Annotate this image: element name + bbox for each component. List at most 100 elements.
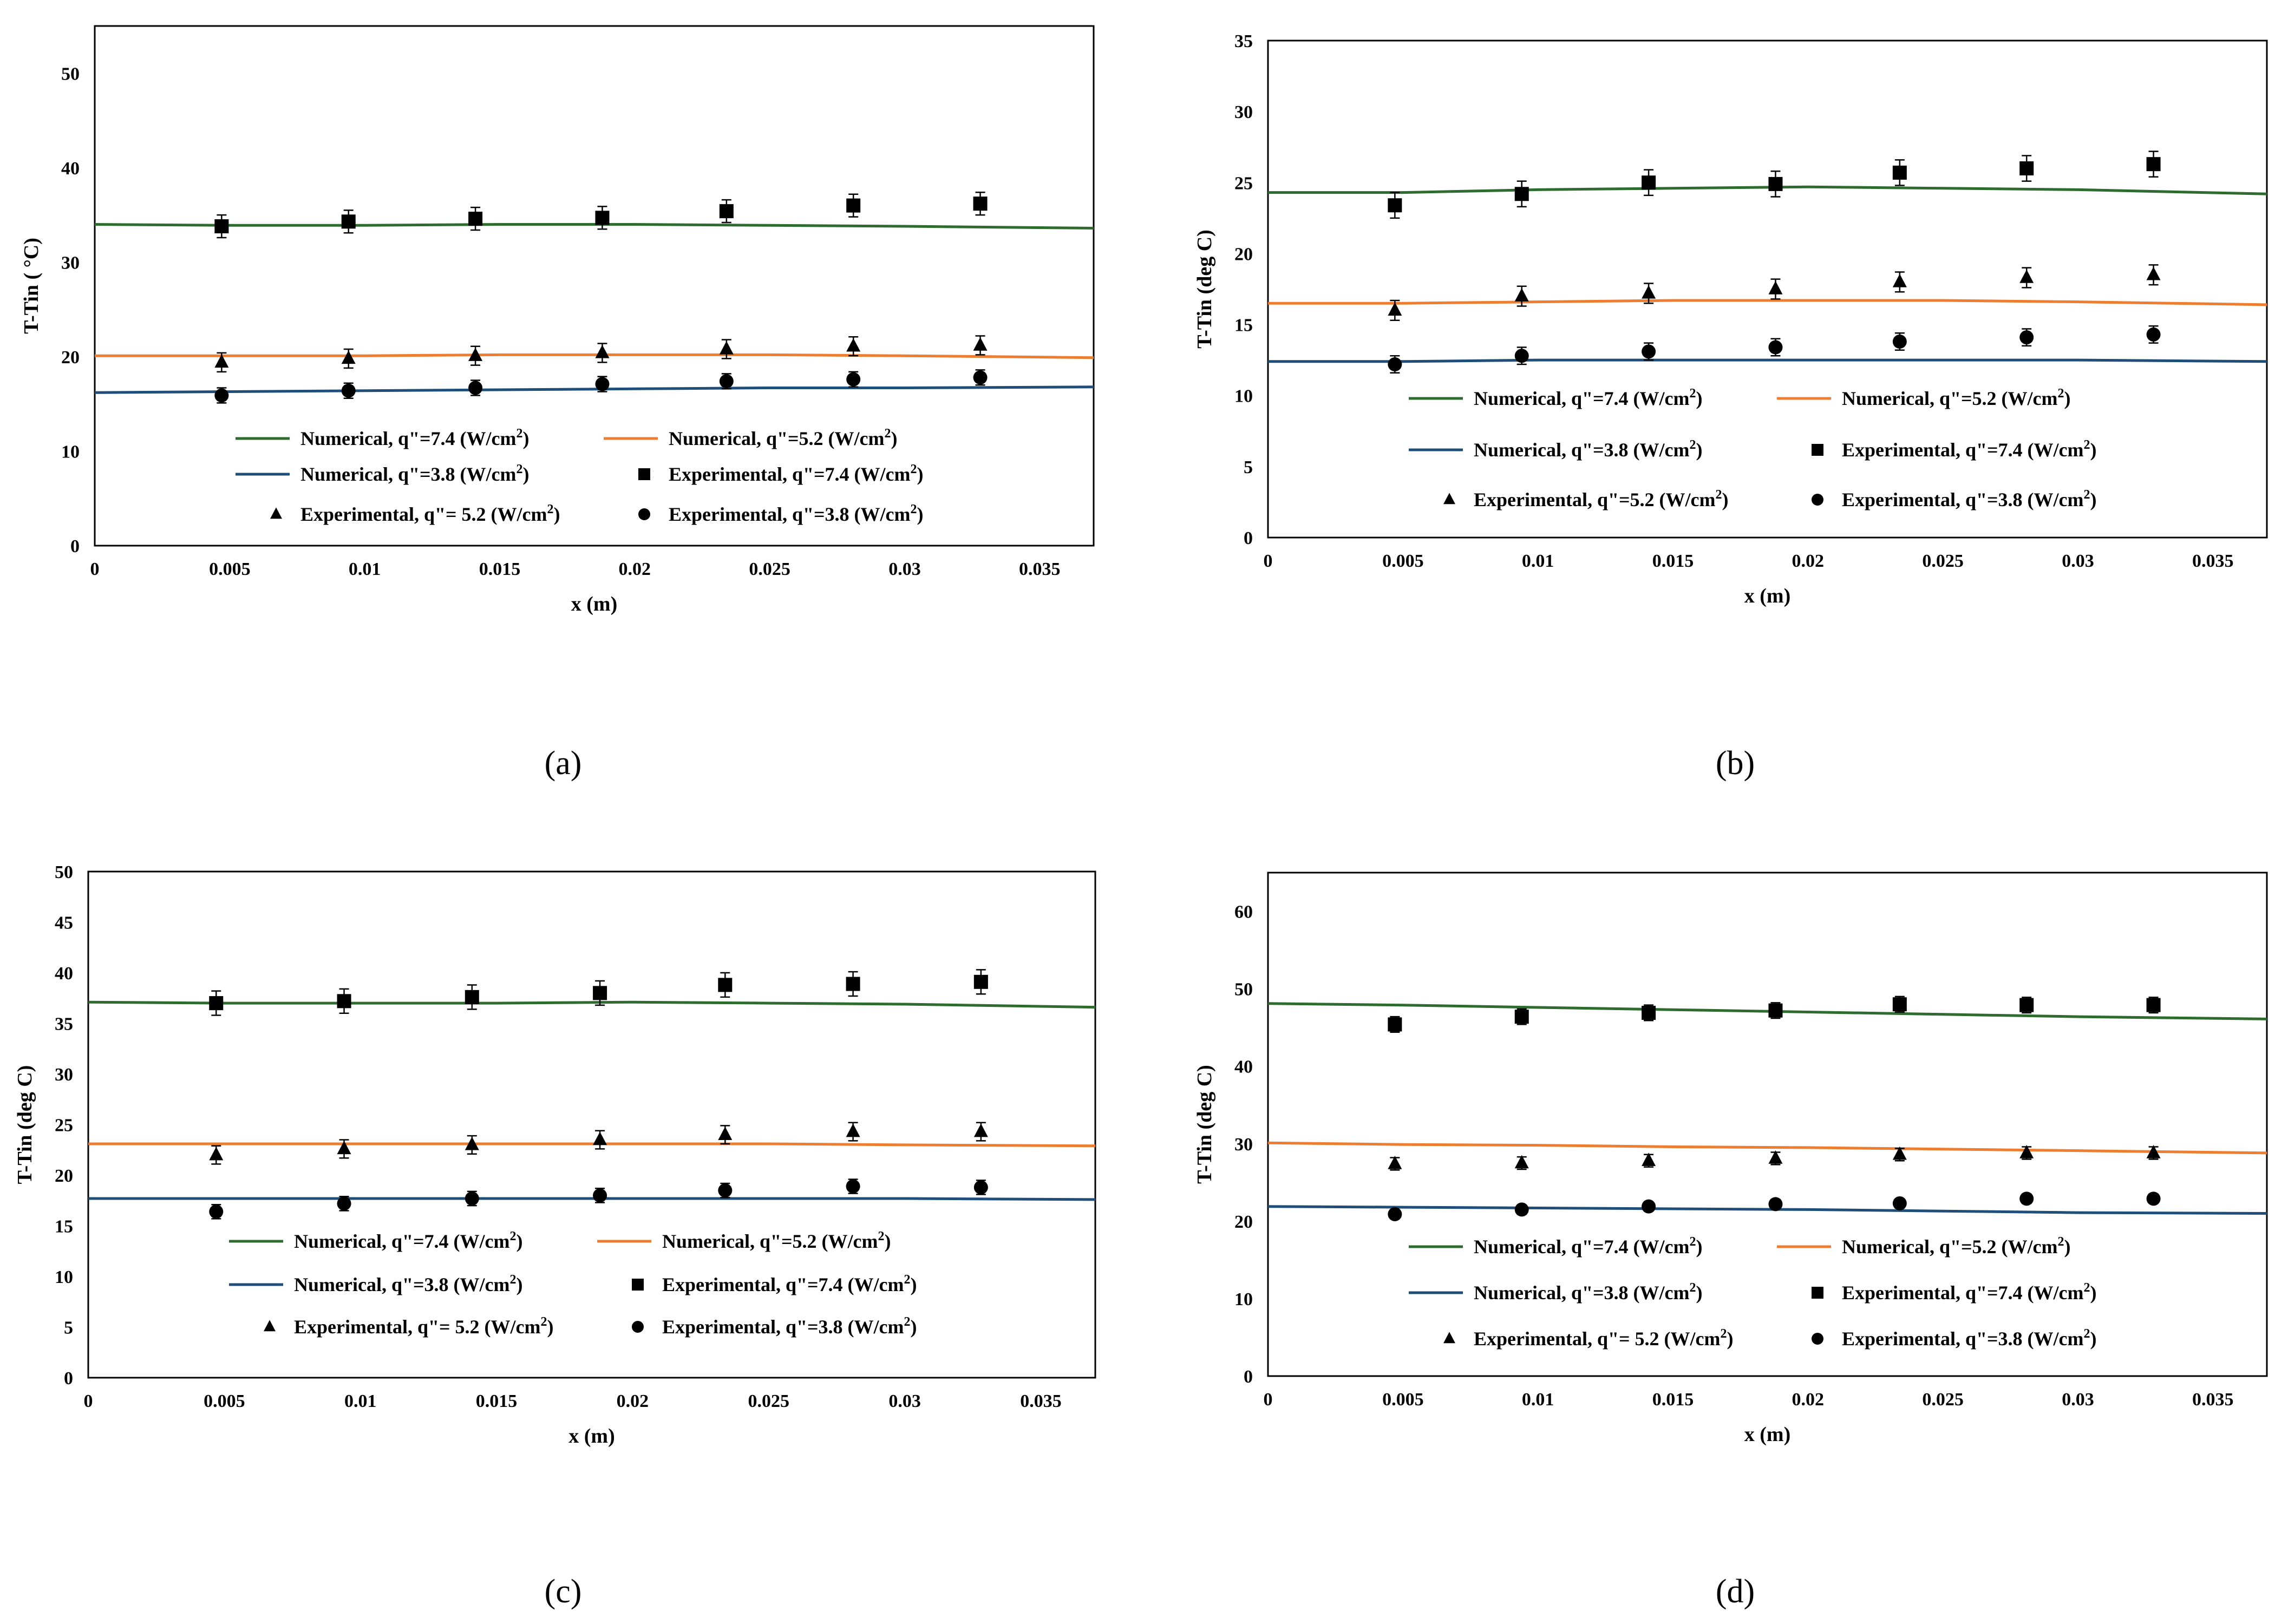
data-point-square xyxy=(846,198,861,213)
y-tick-label: 35 xyxy=(55,1014,73,1034)
series-line-blue xyxy=(1267,1205,2267,1215)
x-tick-label: 0.005 xyxy=(1382,551,1424,571)
legend-label: Experimental, q"=7.4 (W/cm2) xyxy=(662,1273,917,1295)
data-point-circle xyxy=(1514,349,1529,363)
legend-close-paren: ) xyxy=(547,1316,553,1338)
data-point-square xyxy=(2146,157,2161,172)
x-axis-label: x (m) xyxy=(568,1425,615,1448)
legend-name: Experimental, q"=3.8 (W/cm xyxy=(669,503,910,525)
y-tick-label: 0 xyxy=(70,536,80,556)
data-point-triangle xyxy=(1892,273,1907,287)
x-tick-label: 0.005 xyxy=(204,1391,245,1411)
panel-caption: (a) xyxy=(545,745,582,782)
legend-label: Experimental, q"=3.8 (W/cm2) xyxy=(669,502,923,525)
legend-name: Numerical, q"=7.4 (W/cm xyxy=(300,428,516,449)
legend-name: Experimental, q"=3.8 (W/cm xyxy=(1842,489,2083,510)
legend-label: Numerical, q"=7.4 (W/cm2) xyxy=(1474,387,1702,409)
legend-close-paren: ) xyxy=(910,1274,917,1295)
data-point-triangle xyxy=(465,1136,479,1150)
x-tick-label: 0.035 xyxy=(1020,1391,1062,1411)
y-axis-label: T-Tin (deg C) xyxy=(1193,230,1216,349)
legend-entry: Experimental, q"=7.4 (W/cm2) xyxy=(1812,438,2096,461)
legend-label: Experimental, q"=3.8 (W/cm2) xyxy=(1842,488,2096,510)
legend-label: Numerical, q"=5.2 (W/cm2) xyxy=(669,427,897,449)
data-point-triangle xyxy=(718,1127,733,1140)
legend-name: Experimental, q"=7.4 (W/cm xyxy=(662,1274,904,1295)
legend-name: Experimental, q"=5.2 (W/cm xyxy=(1474,489,1715,510)
legend-label: Numerical, q"=5.2 (W/cm2) xyxy=(1842,1235,2070,1258)
x-tick-label: 0.025 xyxy=(1922,1390,1964,1410)
data-point-square xyxy=(593,986,607,1000)
legend-close-paren: ) xyxy=(891,428,897,449)
x-tick-label: 0.03 xyxy=(2062,1390,2094,1410)
data-point-triangle xyxy=(2146,1144,2161,1158)
legend-entry: Experimental, q"=7.4 (W/cm2) xyxy=(632,1273,917,1295)
legend-marker-triangle xyxy=(1443,493,1455,505)
x-tick-label: 0.01 xyxy=(344,1391,377,1411)
legend-entry: Experimental, q"=7.4 (W/cm2) xyxy=(1812,1281,2096,1304)
data-point-circle xyxy=(1514,1202,1529,1217)
panel-caption: (b) xyxy=(1716,745,1755,782)
data-point-circle xyxy=(1642,1199,1656,1214)
series-line-orange xyxy=(88,1142,1096,1148)
y-tick-label: 10 xyxy=(1234,1289,1253,1309)
data-point-circle xyxy=(1892,1196,1907,1210)
legend-label: Numerical, q"=3.8 (W/cm2) xyxy=(294,1273,522,1295)
legend-marker-square xyxy=(1812,444,1823,456)
panel-caption: (d) xyxy=(1716,1573,1755,1610)
legend-name: Experimental, q"= 5.2 (W/cm xyxy=(294,1316,540,1338)
legend-superscript: 2 xyxy=(2057,1235,2064,1249)
data-point-circle xyxy=(337,1196,351,1211)
x-tick-label: 0.035 xyxy=(2192,1390,2234,1410)
panel-b: 0 5 10 15 20 25 30 35 0 0.005 0.01 0.015 0.02 0.025 0.… xyxy=(1193,31,2268,782)
y-tick-label: 30 xyxy=(61,253,80,273)
x-tick-label: 0.015 xyxy=(1652,1390,1694,1410)
y-tick-label: 35 xyxy=(1234,31,1253,51)
legend-name: Experimental, q"= 5.2 (W/cm xyxy=(1474,1328,1720,1350)
legend-marker-circle xyxy=(638,508,650,520)
plot-frame xyxy=(94,25,1095,547)
y-tick-label: 10 xyxy=(1234,387,1253,407)
data-point-circle xyxy=(1388,357,1402,372)
data-point-circle xyxy=(1388,1207,1402,1221)
y-tick-label: 10 xyxy=(55,1267,73,1287)
x-tick-label: 0 xyxy=(84,1391,93,1411)
legend-label: Experimental, q"= 5.2 (W/cm2) xyxy=(294,1315,553,1338)
legend-name: Numerical, q"=3.8 (W/cm xyxy=(294,1274,509,1295)
legend-close-paren: ) xyxy=(1727,1328,1733,1350)
legend-entry: Experimental, q"=7.4 (W/cm2) xyxy=(638,462,923,485)
legend-close-paren: ) xyxy=(1696,439,1702,461)
data-point-triangle xyxy=(2019,270,2034,283)
y-axis-label: T-Tin ( °C) xyxy=(20,238,43,334)
legend-name: Experimental, q"=7.4 (W/cm xyxy=(1842,1282,2083,1304)
legend-label: Numerical, q"=5.2 (W/cm2) xyxy=(1842,387,2070,409)
data-point-circle xyxy=(1768,340,1783,355)
data-point-triangle xyxy=(1642,285,1656,299)
data-point-triangle xyxy=(1642,1152,1656,1166)
data-point-triangle xyxy=(2146,266,2161,280)
legend-superscript: 2 xyxy=(904,1273,910,1287)
legend-marker-triangle xyxy=(264,1320,276,1332)
data-point-circle xyxy=(2146,1191,2161,1206)
data-point-triangle xyxy=(2019,1144,2034,1158)
legend-entry: Numerical, q"=7.4 (W/cm2) xyxy=(229,1229,522,1252)
data-point-square xyxy=(1388,1017,1402,1032)
series-line-orange xyxy=(95,353,1094,359)
y-tick-label: 10 xyxy=(61,442,80,462)
legend-label: Experimental, q"= 5.2 (W/cm2) xyxy=(1474,1327,1733,1350)
legend-close-paren: ) xyxy=(516,1274,522,1295)
x-axis-label: x (m) xyxy=(1744,1423,1790,1446)
legend-superscript: 2 xyxy=(910,502,917,516)
legend-name: Experimental, q"=7.4 (W/cm xyxy=(1842,439,2083,461)
legend-close-paren: ) xyxy=(2090,489,2096,510)
x-axis-label: x (m) xyxy=(1744,585,1790,607)
legend-entry: Numerical, q"=5.2 (W/cm2) xyxy=(1777,1235,2070,1258)
panel-c: 0 5 10 15 20 25 30 35 40 45 50 0 0.005 0.01 0.015 0.02 0… xyxy=(14,862,1096,1610)
legend-superscript: 2 xyxy=(2057,387,2064,401)
legend-label: Experimental, q"= 5.2 (W/cm2) xyxy=(300,502,560,525)
series-line-blue xyxy=(1268,358,2267,363)
data-point-circle xyxy=(341,383,356,398)
legend-entry: Numerical, q"=5.2 (W/cm2) xyxy=(604,427,897,449)
legend-name: Numerical, q"=3.8 (W/cm xyxy=(1474,439,1689,461)
legend-superscript: 2 xyxy=(884,427,891,441)
